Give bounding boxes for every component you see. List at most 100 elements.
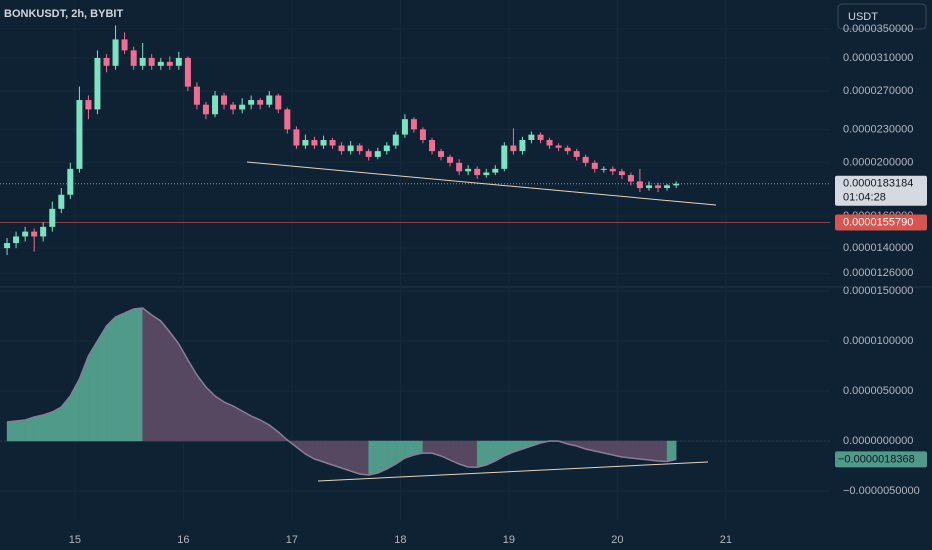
oscillator-area (648, 440, 659, 462)
candle-body (58, 194, 65, 209)
candle-body (528, 134, 535, 141)
candle-body (456, 162, 463, 172)
candle-body (248, 100, 255, 105)
currency-button[interactable]: USDT (837, 3, 927, 30)
oscillator-area (115, 312, 125, 442)
candle-body (94, 57, 101, 110)
candle-body (320, 140, 327, 146)
oscillator-area (169, 331, 180, 442)
y-tick-label: 0.0000150000 (843, 285, 913, 297)
candle-body (4, 243, 11, 249)
oscillator-area (639, 440, 650, 461)
candle-body (573, 151, 580, 157)
oscillator-line (6, 307, 677, 476)
oscillator-area (666, 440, 677, 462)
x-tick-label: 20 (611, 534, 623, 546)
candle-body (392, 134, 399, 146)
oscillator-area (97, 325, 107, 442)
candle-body (230, 104, 237, 110)
candle-body (157, 61, 164, 66)
oscillator-value-label: −0.0000018368 (838, 453, 915, 465)
candle-body (501, 145, 508, 169)
candle-body (329, 140, 336, 146)
oscillator-area (142, 307, 152, 442)
candle-body (40, 226, 47, 237)
candle-body (212, 95, 219, 115)
candle-body (618, 171, 625, 176)
price-line-box (835, 214, 927, 231)
trend-line (317, 461, 709, 482)
candle-body (419, 129, 426, 141)
candle-body (447, 156, 454, 163)
axis: 0.0000350000 0.0000310000 0.0000270000 0.00… (835, 23, 927, 497)
button-frame[interactable] (837, 3, 927, 30)
oscillator-area (133, 307, 143, 442)
oscillator-area (332, 440, 342, 469)
candle-body (627, 175, 634, 182)
oscillator-area (24, 416, 35, 442)
candle-body (347, 145, 354, 152)
plot (4, 25, 680, 476)
candle-body (591, 162, 598, 169)
candle-body (85, 100, 92, 110)
countdown-label: 01:04:28 (843, 192, 886, 204)
oscillator-area (377, 440, 388, 474)
oscillator-area (124, 308, 134, 442)
candle-body (609, 168, 616, 172)
candle-body (103, 57, 110, 66)
candle-body (410, 119, 417, 130)
candle-body (31, 231, 38, 237)
candle-body (148, 57, 155, 66)
oscillator-area (621, 440, 632, 459)
oscillator-area (151, 314, 162, 442)
candle-body (655, 185, 662, 189)
candle-body (492, 168, 499, 173)
oscillator-area (458, 440, 469, 468)
candle-body (546, 140, 553, 146)
x-tick-label: 18 (394, 534, 406, 546)
x-tick-label: 15 (69, 534, 81, 546)
x-tick-label: 17 (286, 534, 298, 546)
y-tick-label: 0.0000350000 (843, 23, 913, 35)
oscillator-area (106, 316, 116, 442)
candle-body (202, 104, 209, 115)
candle-body (284, 109, 291, 130)
candle-body (184, 57, 191, 87)
oscillator-area (323, 440, 333, 466)
candle-body (510, 145, 517, 152)
oscillator-area (476, 440, 487, 468)
oscillator-area (422, 440, 433, 454)
candle-body (465, 168, 472, 172)
candle-body (275, 95, 282, 110)
candle-body (555, 145, 562, 148)
candle-body (401, 119, 408, 135)
oscillator-area (467, 440, 478, 468)
oscillator-area (657, 440, 668, 462)
candle-body (121, 39, 128, 51)
candle-body (166, 61, 173, 66)
candle-body (22, 231, 29, 237)
y-tick-label: 0.0000000000 (843, 435, 913, 447)
oscillator-area (223, 401, 234, 442)
candle-body (257, 100, 264, 105)
candle-body (646, 185, 653, 189)
x-tick-label: 21 (720, 534, 732, 546)
candle-body (293, 129, 300, 146)
x-tick-label: 19 (503, 534, 515, 546)
chart-title: BONKUSDT, 2h, BYBIT (4, 8, 123, 20)
y-tick-label: 0.0000200000 (843, 157, 913, 169)
button-label[interactable]: USDT (848, 11, 878, 23)
oscillator-area (33, 414, 44, 442)
y-tick-label: −0.0000050000 (843, 485, 920, 497)
oscillator-value-box (835, 451, 927, 468)
candle-body (266, 95, 273, 105)
candle-body (139, 57, 146, 66)
candle-body (338, 145, 345, 152)
candle-body (673, 183, 680, 186)
candle-body (483, 172, 490, 176)
candle-body (564, 147, 571, 152)
candle-body (429, 140, 436, 152)
candle-body (13, 236, 20, 244)
oscillator-area (6, 420, 17, 442)
candle-body (474, 168, 481, 176)
